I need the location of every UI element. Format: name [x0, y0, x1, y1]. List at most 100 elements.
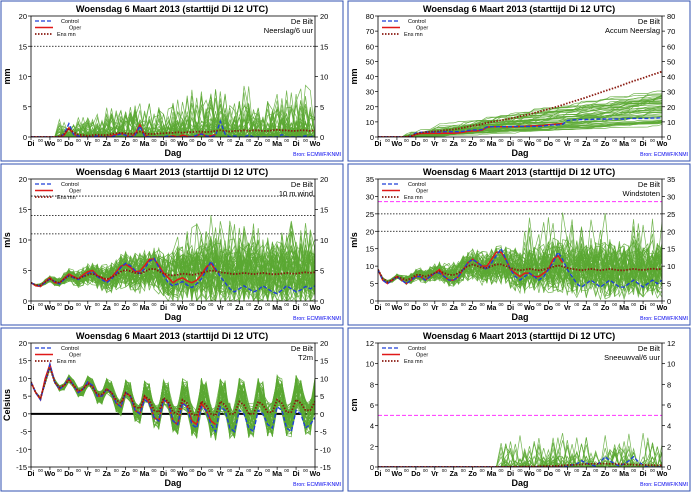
subtitle-label: T2m	[298, 353, 313, 362]
x-minor-label: 00	[461, 138, 467, 143]
x-minor-label: 00	[208, 138, 214, 143]
x-minor-label: 00	[442, 138, 448, 143]
x-tick-label: Do	[197, 471, 206, 478]
x-minor-label: 00	[517, 468, 523, 473]
ensemble-member-line	[378, 448, 662, 467]
x-minor-label: 00	[76, 468, 82, 473]
x-tick-label: Di	[640, 471, 647, 478]
x-minor-label: 00	[284, 468, 290, 473]
location-label: De Bilt	[291, 180, 314, 189]
y-tick-label-right: 35	[667, 175, 675, 184]
legend-label: Oper	[416, 189, 428, 195]
ensemble-member-line	[378, 442, 662, 467]
ensemble-member-line	[378, 242, 662, 297]
ensemble-member-line	[378, 447, 662, 467]
x-minor-label: 00	[227, 302, 233, 307]
x-tick-label: Di	[160, 471, 167, 478]
x-minor-label: 00	[404, 302, 410, 307]
legend-label: Control	[408, 182, 426, 188]
x-minor-label: 00	[227, 468, 233, 473]
y-axis-label: mm	[2, 68, 12, 84]
chart-title: Woensdag 6 Maart 2013 (starttijd Di 12 U…	[76, 167, 268, 177]
x-minor-label: 00	[227, 138, 233, 143]
x-tick-label: Do	[544, 471, 553, 478]
y-tick-label-right: 5	[320, 267, 324, 276]
x-tick-label: Za	[450, 471, 458, 478]
x-tick-label: Di	[28, 471, 35, 478]
y-tick-label: 30	[366, 192, 374, 201]
y-tick-label-right: -10	[320, 445, 331, 454]
x-tick-label: Za	[450, 141, 458, 148]
y-tick-label-right: 10	[667, 360, 675, 369]
x-axis-label: Dag	[511, 148, 528, 158]
ensemble-member-line	[31, 225, 315, 301]
x-minor-label: 00	[536, 468, 542, 473]
ensemble-member-line	[378, 435, 662, 467]
x-minor-label: 00	[133, 468, 139, 473]
y-tick-label: 30	[366, 88, 374, 97]
x-tick-label: Zo	[121, 471, 130, 478]
y-tick-label: 40	[366, 73, 374, 82]
source-label: Bron: ECMWF/KNMI	[640, 152, 688, 158]
y-tick-label: 10	[19, 236, 27, 245]
x-tick-label: Wo	[524, 305, 535, 312]
x-tick-label: Wo	[310, 305, 321, 312]
y-tick-label: 15	[19, 206, 27, 215]
y-tick-label-right: 0	[320, 410, 324, 419]
y-tick-label-right: 25	[667, 210, 675, 219]
x-minor-label: 00	[95, 468, 101, 473]
x-tick-label: Za	[103, 471, 111, 478]
y-tick-label-right: 4	[667, 422, 671, 431]
y-tick-label-right: 15	[320, 357, 328, 366]
y-tick-label-right: 10	[320, 374, 328, 383]
y-tick-label-right: 80	[667, 12, 675, 21]
x-minor-label: 00	[114, 138, 120, 143]
subtitle-label: Windstoten	[622, 189, 660, 198]
x-minor-label: 00	[499, 138, 505, 143]
ensemble-members	[378, 70, 662, 137]
subtitle-label: Sneeuwval/6 uur	[604, 353, 660, 362]
x-tick-label: Do	[64, 141, 73, 148]
x-tick-label: Di	[293, 471, 300, 478]
x-minor-label: 00	[265, 302, 271, 307]
x-minor-label: 00	[303, 138, 309, 143]
plot-frame	[377, 178, 663, 302]
y-tick-label: 5	[23, 103, 27, 112]
y-tick-label: 20	[19, 12, 27, 21]
x-minor-label: 00	[284, 302, 290, 307]
chart-title: Woensdag 6 Maart 2013 (starttijd Di 12 U…	[76, 331, 268, 341]
y-tick-label-right: 0	[667, 133, 671, 142]
y-tick-label-right: 15	[667, 245, 675, 254]
x-tick-label: Za	[103, 141, 111, 148]
x-tick-label: Do	[64, 305, 73, 312]
plot-frame	[30, 342, 316, 468]
x-minor-label: 00	[265, 138, 271, 143]
y-tick-label: 5	[23, 267, 27, 276]
x-minor-label: 00	[574, 468, 580, 473]
ensemble-member-line	[31, 93, 315, 137]
y-tick-label: 0	[370, 133, 374, 142]
x-minor-label: 00	[404, 138, 410, 143]
x-tick-label: Za	[235, 305, 243, 312]
chart-panel-gusts: Woensdag 6 Maart 2013 (starttijd Di 12 U…	[347, 163, 691, 326]
x-minor-label: 00	[593, 468, 599, 473]
x-minor-label: 00	[480, 302, 486, 307]
y-tick-label: -10	[16, 445, 27, 454]
y-tick-label: 20	[19, 339, 27, 348]
x-minor-label: 00	[631, 468, 637, 473]
x-minor-label: 00	[133, 302, 139, 307]
x-tick-label: Di	[28, 305, 35, 312]
y-tick-label-right: 20	[667, 103, 675, 112]
y-axis-label: cm	[349, 398, 359, 411]
x-minor-label: 00	[152, 302, 158, 307]
location-label: De Bilt	[638, 17, 661, 26]
ensemble-member-line	[378, 454, 662, 467]
x-tick-label: Di	[293, 141, 300, 148]
x-tick-label: Ma	[619, 305, 629, 312]
x-tick-label: Zo	[254, 305, 263, 312]
x-tick-label: Di	[640, 305, 647, 312]
y-tick-label: -15	[16, 463, 27, 472]
x-minor-label: 00	[57, 302, 63, 307]
x-minor-label: 00	[480, 468, 486, 473]
x-tick-label: Vr	[217, 305, 224, 312]
